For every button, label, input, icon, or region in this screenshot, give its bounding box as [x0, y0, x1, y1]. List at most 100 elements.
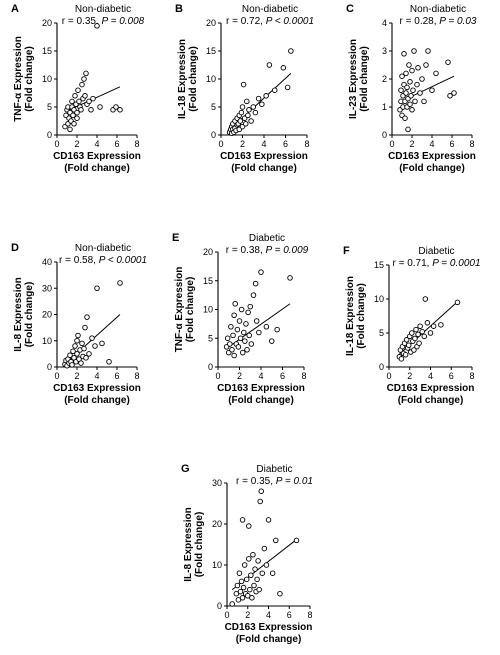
x-tick-label: 4 — [94, 139, 99, 149]
data-point — [402, 115, 408, 121]
data-point — [75, 87, 81, 93]
group-label: Non-diabetic — [75, 243, 131, 254]
y-axis-title: TNF-α Expression — [174, 267, 185, 353]
data-point — [83, 70, 89, 77]
data-point — [447, 93, 453, 99]
y-tick-label: 1 — [382, 102, 387, 112]
data-point — [70, 348, 76, 355]
y-axis-subtitle: (Fold change) — [359, 46, 370, 112]
data-point — [417, 323, 423, 329]
data-point — [403, 337, 410, 343]
y-tick-label: 30 — [212, 478, 222, 488]
data-point — [273, 537, 279, 544]
data-point — [252, 109, 259, 116]
regression-line — [228, 303, 291, 348]
data-point — [117, 280, 123, 286]
panel-letter: B — [175, 3, 183, 15]
data-point — [246, 523, 252, 529]
data-point — [274, 326, 280, 333]
y-tick-label: 2 — [382, 74, 387, 84]
data-point — [238, 109, 245, 116]
y-tick-label: 15 — [206, 46, 216, 56]
y-tick-label: 15 — [374, 260, 384, 270]
x-tick-label: 8 — [301, 371, 306, 381]
data-point — [263, 93, 269, 99]
data-point — [255, 558, 261, 564]
x-tick-label: 8 — [307, 610, 312, 620]
data-point — [266, 62, 273, 68]
data-point — [256, 329, 262, 336]
data-point — [79, 81, 85, 88]
x-tick-label: 0 — [215, 371, 220, 381]
data-point — [235, 597, 242, 603]
data-point — [413, 326, 419, 333]
data-point — [246, 107, 252, 113]
x-axis-subtitle: (Fold change) — [64, 395, 130, 406]
data-point — [407, 101, 413, 107]
y-tick-label: 30 — [42, 283, 52, 293]
x-tick-label: 4 — [258, 371, 263, 381]
x-tick-label: 0 — [218, 139, 223, 149]
data-point — [280, 65, 287, 71]
y-tick-label: 4 — [382, 18, 387, 28]
data-point — [231, 352, 237, 359]
data-point — [232, 301, 238, 307]
data-point — [229, 601, 235, 607]
x-tick-label: 6 — [449, 139, 454, 149]
x-tick-label: 2 — [240, 139, 245, 149]
data-point — [409, 330, 415, 336]
data-point — [411, 347, 417, 353]
data-point — [412, 335, 418, 342]
data-point — [227, 341, 233, 347]
group-label: Non-diabetic — [75, 4, 131, 15]
x-tick-label: 6 — [114, 371, 119, 381]
x-tick-label: 6 — [280, 371, 285, 381]
data-point — [81, 76, 87, 82]
x-axis-title: CD163 Expression — [53, 383, 141, 394]
y-axis-title: IL-8 Expression — [13, 277, 24, 351]
x-axis-title: CD163 Expression — [225, 622, 313, 633]
data-point — [245, 112, 251, 119]
y-tick-label: 0 — [379, 362, 384, 372]
y-tick-label: 20 — [206, 18, 216, 28]
data-point — [237, 118, 244, 124]
data-point — [74, 109, 80, 116]
data-point — [408, 93, 414, 99]
data-point — [238, 306, 245, 313]
data-point — [229, 347, 235, 353]
data-point — [284, 84, 291, 91]
data-point — [86, 98, 92, 105]
data-point — [410, 87, 416, 93]
data-point — [247, 303, 253, 310]
x-tick-label: 6 — [114, 139, 119, 149]
y-tick-label: 20 — [42, 310, 52, 320]
data-point — [261, 545, 268, 552]
y-tick-label: 0 — [211, 130, 216, 140]
data-point — [82, 324, 88, 331]
data-point — [97, 104, 103, 110]
correlation-stat: r = 0.35, P = 0.008 — [62, 16, 145, 27]
data-point — [419, 328, 425, 335]
data-point — [243, 576, 250, 583]
x-tick-label: 4 — [261, 139, 266, 149]
data-point — [254, 576, 260, 583]
data-point — [75, 332, 81, 339]
group-label: Non-diabetic — [242, 4, 298, 15]
x-tick-label: 8 — [134, 371, 139, 381]
panel-letter: E — [172, 232, 179, 244]
data-point — [242, 338, 248, 344]
x-tick-label: 4 — [94, 371, 99, 381]
data-point — [89, 335, 95, 341]
panel-letter: D — [11, 242, 19, 254]
data-point — [78, 360, 84, 366]
x-axis-title: CD163 Expression — [388, 151, 476, 162]
data-point — [113, 104, 119, 110]
data-point — [240, 81, 247, 88]
data-point — [250, 552, 256, 558]
data-point — [106, 359, 112, 365]
data-point — [79, 340, 85, 347]
y-axis-subtitle: (Fold change) — [188, 46, 199, 112]
data-point — [88, 107, 94, 113]
